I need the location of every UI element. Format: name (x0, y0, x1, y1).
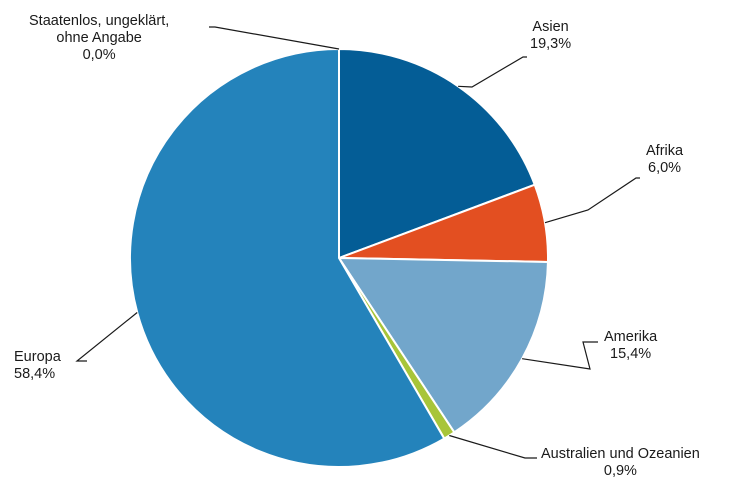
slice-name: Australien und Ozeanien (541, 446, 700, 462)
slice-percent: 0,9% (603, 463, 637, 479)
pie-slice-amerika (337, 256, 549, 434)
leader-line (522, 341, 598, 370)
label-afrika: Afrika 6,0% (646, 143, 683, 177)
slice-percent: 15,4% (610, 346, 652, 362)
label-staatenlos: Staatenlos, ungeklärt, ohne Angabe 0,0% (29, 13, 169, 64)
leader-lines (75, 26, 640, 459)
slice-percent: 0,0% (82, 47, 116, 63)
slice-name: Europa (14, 349, 61, 365)
slice-percent: 58,4% (14, 366, 56, 382)
slice-name-line-2: ohne Angabe (56, 30, 142, 46)
slice-name: Amerika (604, 329, 658, 345)
leader-line (449, 434, 537, 459)
pie-slice-europa (129, 47, 446, 468)
leader-line (75, 312, 138, 362)
slice-name-line-1: Staatenlos, ungeklärt, (29, 13, 170, 29)
label-amerika: Amerika 15,4% (604, 329, 657, 363)
label-asien: Asien 19,3% (530, 19, 571, 53)
slice-percent: 6,0% (648, 160, 682, 176)
pie-slices (129, 47, 549, 468)
slice-name: Afrika (646, 143, 684, 159)
label-europa: Europa 58,4% (14, 349, 61, 383)
pie-slice-asien (338, 47, 537, 260)
leader-line (209, 26, 340, 50)
slice-name: Asien (532, 19, 569, 35)
label-australien-und-ozeanien: Australien und Ozeanien 0,9% (541, 446, 700, 480)
leader-line (458, 56, 527, 88)
slice-percent: 19,3% (530, 36, 572, 52)
leader-line (544, 177, 640, 224)
